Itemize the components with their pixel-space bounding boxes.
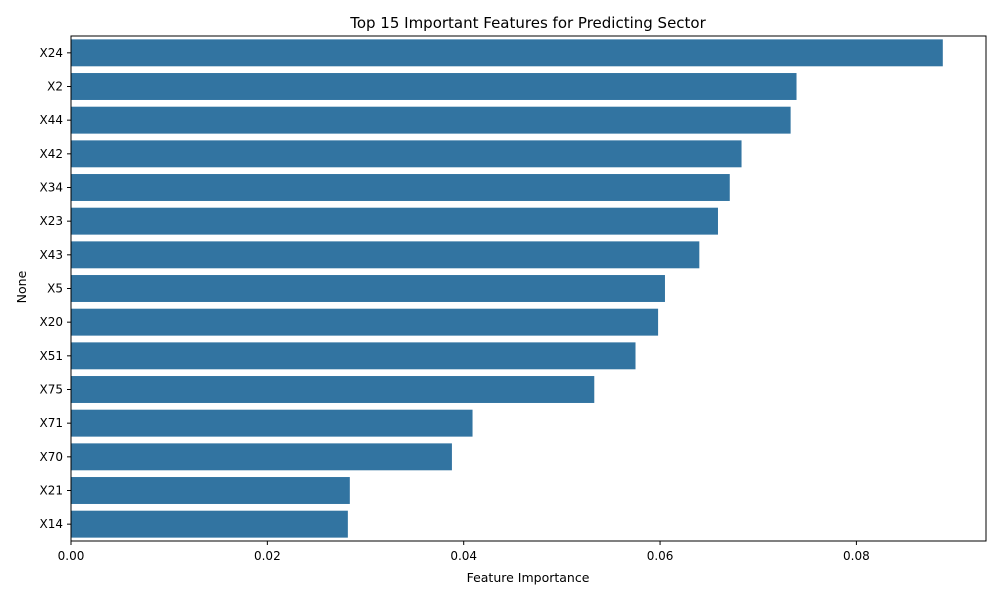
bars-group: [71, 39, 943, 538]
y-tick-label: X23: [40, 214, 64, 228]
y-tick-label: X44: [40, 113, 64, 127]
bar-x44: [71, 106, 791, 134]
x-tick-label: 0.02: [254, 549, 281, 563]
bar-x21: [71, 477, 350, 504]
x-axis-label: Feature Importance: [467, 570, 590, 585]
y-tick-label: X14: [40, 517, 64, 531]
y-tick-label: X51: [40, 349, 64, 363]
bar-x34: [71, 174, 730, 201]
x-tick-label: 0.08: [843, 549, 870, 563]
bar-x23: [71, 207, 718, 235]
y-tick-label: X43: [40, 248, 64, 262]
bar-x70: [71, 443, 452, 471]
y-axis-label: None: [14, 270, 29, 303]
y-tick-label: X70: [40, 450, 64, 464]
chart-title: Top 15 Important Features for Predicting…: [349, 14, 706, 32]
y-tick-label: X42: [40, 147, 64, 161]
y-tick-label: X34: [40, 181, 64, 195]
bar-x5: [71, 275, 665, 302]
x-tick-label: 0.06: [647, 549, 674, 563]
y-tick-label: X21: [40, 484, 64, 498]
bar-x20: [71, 308, 659, 336]
y-tick-label: X24: [40, 46, 64, 60]
y-tick-label: X5: [47, 282, 63, 296]
bar-x71: [71, 409, 473, 437]
y-tick-label: X20: [40, 315, 64, 329]
plot-border: [70, 35, 987, 542]
x-axis-ticks: 0.00 0.02 0.04 0.06 0.08: [58, 541, 870, 563]
bar-x75: [71, 376, 595, 403]
y-tick-label: X75: [40, 383, 64, 397]
axis-frame: [70, 35, 987, 542]
bar-x51: [71, 342, 636, 370]
bar-x43: [71, 241, 700, 269]
bar-x14: [71, 510, 348, 538]
y-tick-label: X71: [40, 416, 64, 430]
x-tick-label: 0.00: [58, 549, 85, 563]
y-tick-label: X2: [47, 80, 63, 94]
x-tick-label: 0.04: [450, 549, 477, 563]
bar-x24: [71, 39, 943, 67]
y-axis-ticks: X24 X2 X44 X42 X34 X23 X43 X5 X20 X51 X75 X71 X70 X21…: [40, 46, 71, 531]
bar-x42: [71, 140, 742, 168]
bar-x2: [71, 73, 797, 100]
